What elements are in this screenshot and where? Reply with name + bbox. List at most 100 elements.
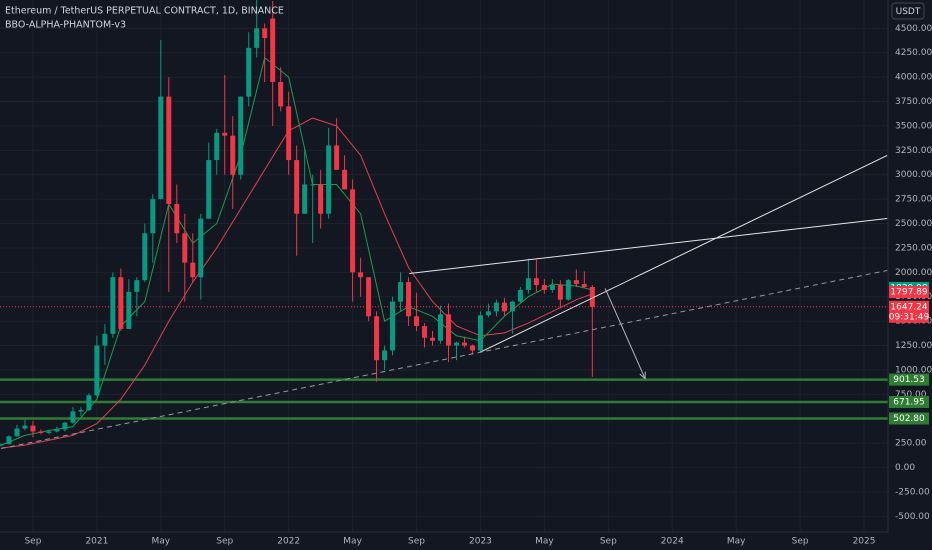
y-tick-label: 4500.00 — [895, 24, 932, 34]
candle-body — [318, 184, 324, 214]
candle-body — [326, 145, 332, 214]
candle-body — [270, 18, 276, 82]
candle-body — [182, 233, 188, 263]
price-badge — [889, 395, 929, 408]
candle-body — [342, 169, 348, 190]
candle-body — [438, 314, 444, 341]
y-tick-label: 2250.00 — [895, 243, 932, 253]
candle-body — [406, 282, 412, 317]
y-tick-label: 3500.00 — [895, 121, 932, 131]
candle-body — [22, 425, 28, 429]
candle-body — [334, 145, 340, 170]
price-badge-label: 901.53 — [893, 375, 925, 385]
candle-body — [14, 428, 20, 437]
candle-body — [445, 314, 451, 346]
candle-body — [358, 272, 364, 278]
candle-body — [238, 96, 244, 175]
candle-body — [262, 28, 268, 39]
price-badge — [889, 300, 929, 323]
candle-body — [46, 431, 52, 433]
candle-body — [493, 302, 499, 312]
candle-body — [110, 277, 116, 334]
candle-body — [453, 342, 459, 346]
plot — [0, 0, 888, 450]
x-tick-label: May — [343, 537, 362, 547]
price-badge — [889, 412, 929, 425]
candle-body — [38, 431, 44, 433]
candle-body — [254, 28, 260, 48]
x-tick-label: May — [727, 537, 746, 547]
candle-body — [126, 291, 132, 329]
candle-body — [214, 132, 220, 161]
candle-body — [190, 262, 196, 278]
y-tick-label: 2000.00 — [895, 268, 932, 278]
candle-body — [206, 160, 212, 219]
candle-body — [573, 280, 579, 285]
price-badge-label: 671.95 — [893, 397, 925, 407]
candle-body — [350, 189, 356, 273]
candle-body — [278, 81, 284, 107]
candle-body — [398, 282, 404, 302]
price-badge-label: 502.80 — [893, 414, 925, 424]
candle-body — [222, 132, 228, 136]
y-tick-label: 250.00 — [895, 439, 927, 449]
x-tick-label: Sep — [600, 537, 617, 547]
candle-body — [134, 280, 140, 292]
candle-body — [150, 199, 156, 234]
x-tick-label: May — [535, 537, 554, 547]
y-tick-label: 2500.00 — [895, 219, 932, 229]
currency-button[interactable] — [891, 2, 925, 20]
candle-body — [461, 342, 467, 346]
x-tick-label: 2024 — [661, 537, 684, 547]
trendline — [479, 154, 888, 353]
x-tick-label: Sep — [216, 537, 233, 547]
trendline — [604, 288, 646, 379]
candle-body — [477, 315, 483, 351]
candle-body — [142, 233, 148, 281]
candle-body — [469, 345, 475, 351]
candle-body — [382, 350, 388, 361]
candle-body — [310, 184, 316, 186]
candle-body — [86, 395, 92, 410]
candle-body — [166, 96, 172, 205]
x-tick-label: 2023 — [469, 537, 492, 547]
candle-body — [246, 47, 252, 97]
moving-average — [0, 117, 593, 449]
countdown: 09:31:49 — [889, 312, 930, 322]
price-badge — [889, 373, 929, 386]
grid — [0, 0, 888, 532]
candle-body — [286, 106, 292, 161]
moving-average — [0, 56, 593, 446]
candle-body — [294, 160, 300, 214]
currency-label[interactable]: USDT — [896, 7, 921, 17]
y-tick-label: -500.00 — [895, 512, 930, 522]
price-badge-label: 1647.24 — [890, 302, 927, 312]
price-badge — [889, 286, 929, 299]
candle-body — [70, 411, 76, 423]
candle-body — [118, 277, 124, 329]
y-tick-label: 750.00 — [895, 390, 927, 400]
candle-body — [390, 301, 396, 351]
x-tick-label: 2022 — [277, 537, 300, 547]
candle-body — [102, 333, 108, 346]
candle-body — [541, 285, 547, 290]
candle-body — [430, 337, 436, 341]
x-tick-label: Sep — [792, 537, 809, 547]
trendline — [409, 217, 888, 275]
candle-body — [0, 444, 4, 446]
x-tick-label: 2021 — [85, 537, 108, 547]
candle-body — [230, 135, 236, 175]
y-tick-label: 0.00 — [895, 463, 915, 473]
y-tick-label: 2750.00 — [895, 195, 932, 205]
candle-body — [158, 96, 164, 200]
y-tick-label: 3000.00 — [895, 170, 932, 180]
candle-body — [517, 289, 523, 302]
candle-body — [509, 301, 515, 312]
candle-body — [581, 284, 587, 287]
y-tick-label: 4000.00 — [895, 73, 932, 83]
price-badge-label: 1797.89 — [890, 288, 927, 298]
y-tick-label: 1250.00 — [895, 341, 932, 351]
candle-body — [422, 326, 428, 338]
